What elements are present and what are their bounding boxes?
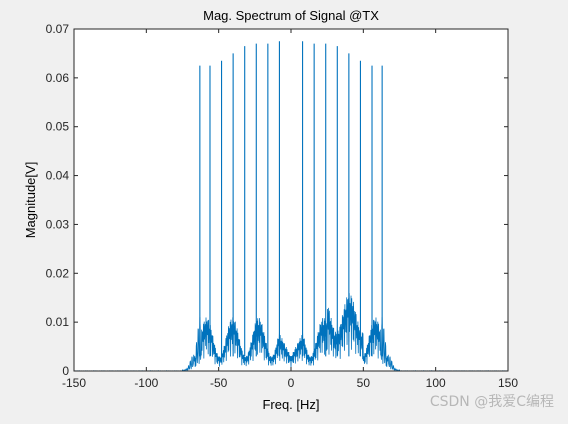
tick-layer: -150 -100 -50 0 50 100 150 0 0.01 0.02 0.03 0.04 0.0…	[46, 22, 519, 390]
y-axis-label: Magnitude[V]	[23, 162, 38, 239]
x-tick-label: 50	[357, 376, 371, 390]
watermark: CSDN @我爱C编程	[429, 394, 554, 410]
x-tick-label: 0	[288, 376, 295, 390]
y-tick-label: 0.05	[46, 120, 70, 134]
y-tick-label: 0.07	[46, 22, 70, 36]
x-axis-label: Freq. [Hz]	[262, 397, 319, 412]
plot-area	[74, 29, 508, 371]
y-tick-label: 0.02	[46, 266, 70, 280]
y-tick-label: 0.04	[46, 169, 70, 183]
chart-title: Mag. Spectrum of Signal @TX	[203, 8, 379, 23]
y-tick-label: 0	[62, 364, 69, 378]
x-tick-label: -150	[62, 376, 86, 390]
x-tick-label: -50	[210, 376, 228, 390]
y-tick-label: 0.06	[46, 71, 70, 85]
y-tick-label: 0.01	[46, 315, 70, 329]
y-tick-label: 0.03	[46, 217, 70, 231]
x-tick-label: 100	[426, 376, 446, 390]
x-tick-label: -100	[134, 376, 158, 390]
x-tick-label: 150	[498, 376, 518, 390]
series-layer	[73, 41, 509, 372]
